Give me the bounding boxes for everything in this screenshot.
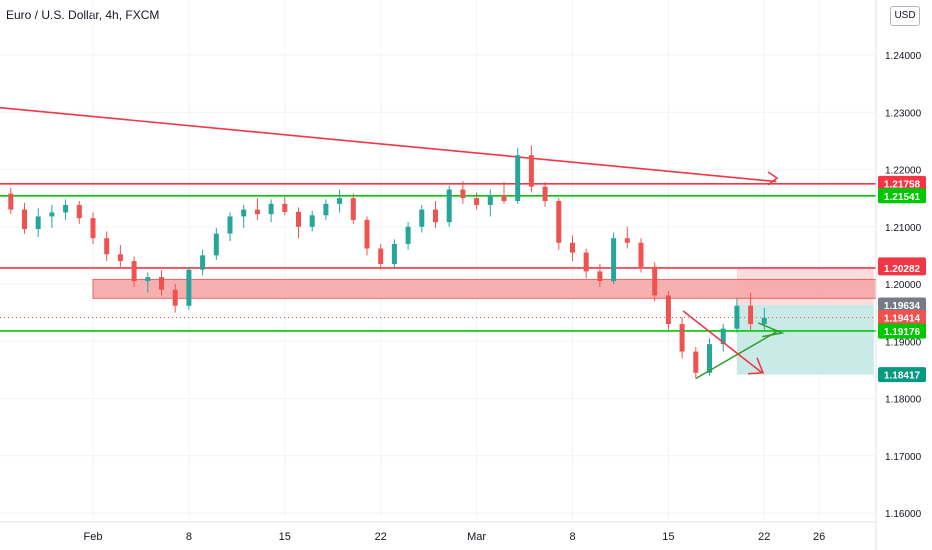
price-axis-label-text: 1.21541	[884, 192, 921, 203]
price-axis-label	[878, 260, 926, 276]
y-tick-label: 1.18000	[885, 395, 922, 406]
candle-body	[611, 238, 617, 282]
candle-body	[241, 209, 247, 217]
x-tick-label: 22	[758, 531, 770, 543]
candle-body	[487, 195, 493, 205]
candle-body	[474, 198, 480, 205]
candle-body	[337, 198, 343, 204]
candle-body	[542, 186, 548, 201]
price-axis-label-text: 1.18417	[884, 371, 921, 382]
candle-body	[570, 242, 575, 253]
candle-body	[76, 204, 82, 219]
candle-body	[159, 277, 164, 290]
resistance-zone	[92, 278, 877, 299]
price-axis-label-text: 1.20282	[884, 264, 921, 275]
x-tick-label: 8	[186, 531, 192, 543]
y-tick-label: 1.20000	[885, 280, 922, 291]
y-tick-label: 1.22000	[885, 166, 922, 177]
price-axis-label-text: 1.19176	[884, 327, 921, 338]
price-axis-label-text: 1.21758	[884, 179, 921, 190]
support-arrowhead	[758, 322, 785, 338]
candle-body	[131, 261, 137, 282]
candle-body	[227, 216, 233, 234]
projection-arrowhead	[747, 357, 765, 375]
price-axis-label	[878, 323, 926, 339]
candle-body	[720, 328, 726, 345]
candle-body	[391, 243, 397, 264]
x-tick-label: 26	[813, 531, 825, 543]
candle-body	[117, 254, 123, 262]
candle-body	[638, 242, 644, 267]
candle-body	[364, 219, 370, 249]
candle-body	[515, 155, 521, 201]
candle-body	[90, 218, 96, 239]
candle-body	[597, 271, 603, 282]
y-tick-label: 1.19000	[885, 337, 922, 348]
candle-body	[296, 211, 301, 227]
candle-body	[350, 198, 356, 220]
candle-body	[652, 266, 658, 296]
candle-body	[528, 155, 534, 187]
candle-body	[22, 209, 27, 230]
symbol-title: Euro / U.S. Dollar, 4h, FXCM	[6, 8, 160, 22]
x-tick-label: 22	[375, 531, 387, 543]
candle-body	[665, 295, 671, 325]
candle-body	[254, 209, 260, 215]
candle-body	[433, 209, 438, 223]
candle-body	[63, 204, 69, 213]
y-tick-label: 1.24000	[885, 51, 922, 62]
x-tick-label: 8	[569, 531, 575, 543]
x-tick-label: 15	[662, 531, 674, 543]
candle-body	[734, 305, 740, 329]
candle-body	[268, 203, 274, 215]
x-tick-label: Mar	[467, 531, 486, 543]
x-tick-label: 15	[279, 531, 291, 543]
candle-body	[309, 215, 315, 227]
candle-body	[419, 209, 425, 227]
y-tick-label: 1.21000	[885, 223, 922, 234]
y-tick-label: 1.17000	[885, 452, 922, 463]
x-tick-label: Feb	[84, 531, 103, 543]
price-axis-label-text: 1.19634	[884, 301, 921, 312]
currency-button[interactable]: USD	[890, 6, 920, 26]
candle-body	[501, 195, 507, 201]
y-tick-label: 1.23000	[885, 108, 922, 119]
candle-body	[446, 189, 452, 223]
y-tick-label: 1.16000	[885, 509, 922, 520]
candle-body	[282, 203, 288, 212]
candle-body	[8, 193, 14, 210]
projection-arrow	[682, 310, 763, 374]
candle-body	[748, 305, 754, 325]
candle-body	[378, 248, 384, 264]
candle-body	[460, 189, 466, 199]
candle-body	[49, 212, 55, 217]
candle-body	[583, 252, 589, 272]
candle-body	[213, 233, 219, 256]
candle-body	[707, 344, 712, 373]
descending-trendline	[0, 106, 777, 183]
candle-body	[624, 238, 630, 243]
price-axis-label	[878, 175, 926, 191]
price-axis-label-text: 1.19414	[884, 314, 921, 325]
candle-body	[323, 203, 329, 216]
candle-body	[405, 226, 411, 244]
candle-body	[186, 269, 192, 306]
candle-body	[556, 200, 562, 243]
candle-body	[679, 324, 685, 352]
price-axis-label	[878, 297, 926, 313]
trendline-arrowhead	[767, 171, 779, 186]
ascending-support-line	[695, 330, 779, 380]
candle-body	[693, 351, 699, 373]
candle-body	[761, 317, 767, 325]
candle-body	[200, 255, 206, 270]
candle-body	[172, 289, 178, 306]
candle-body	[104, 238, 110, 255]
price-axis-label	[878, 367, 926, 383]
short-position-target-zone	[736, 304, 874, 375]
candle-body	[145, 277, 151, 282]
price-axis-label	[878, 188, 926, 204]
candle-body	[35, 216, 41, 230]
